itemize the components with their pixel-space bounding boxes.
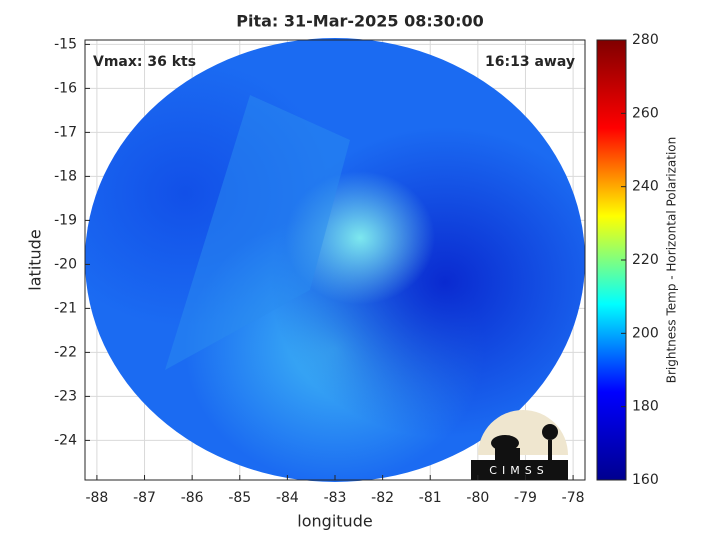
x-tick-label: -83 xyxy=(324,490,347,506)
colorbar-tick-label: 280 xyxy=(632,32,659,48)
y-tick-label: -20 xyxy=(54,256,77,272)
y-tick-label: -19 xyxy=(54,212,77,228)
y-tick-label: -24 xyxy=(54,432,77,448)
colorbar-label: Brightness Temp - Horizontal Polarizatio… xyxy=(665,137,679,384)
y-tick-label: -21 xyxy=(54,300,77,316)
colorbar-tick-label: 180 xyxy=(632,399,659,415)
brightness-image xyxy=(85,38,585,482)
y-tick-label: -15 xyxy=(54,36,77,52)
y-tick-label: -22 xyxy=(54,344,77,360)
x-tick-label: -87 xyxy=(133,490,156,506)
annotation: 16:13 away xyxy=(485,54,575,70)
x-tick-label: -86 xyxy=(181,490,204,506)
y-axis-label: latitude xyxy=(26,229,45,290)
colorbar-tick-label: 260 xyxy=(632,105,659,121)
colorbar-tick-label: 240 xyxy=(632,179,659,195)
logo-text: CIMSS xyxy=(489,464,548,477)
colorbar-tick-label: 200 xyxy=(632,325,659,341)
y-tick-label: -17 xyxy=(54,124,77,140)
x-tick-label: -79 xyxy=(514,490,537,506)
x-tick-label: -82 xyxy=(371,490,394,506)
y-tick-label: -23 xyxy=(54,388,77,404)
logo: CIMSS xyxy=(471,410,568,480)
colorbar-tick-label: 160 xyxy=(632,472,659,488)
y-tick-label: -18 xyxy=(54,168,77,184)
annotation: Vmax: 36 kts xyxy=(93,54,196,70)
x-tick-label: -84 xyxy=(276,490,299,506)
x-tick-label: -85 xyxy=(228,490,251,506)
x-tick-label: -78 xyxy=(562,490,585,506)
x-axis-label: longitude xyxy=(297,512,372,531)
x-tick-label: -88 xyxy=(85,490,108,506)
y-tick-label: -16 xyxy=(54,80,77,96)
chart-title: Pita: 31-Mar-2025 08:30:00 xyxy=(236,12,483,31)
x-tick-label: -81 xyxy=(419,490,442,506)
colorbar-tick-label: 220 xyxy=(632,252,659,268)
x-tick-label: -80 xyxy=(466,490,489,506)
